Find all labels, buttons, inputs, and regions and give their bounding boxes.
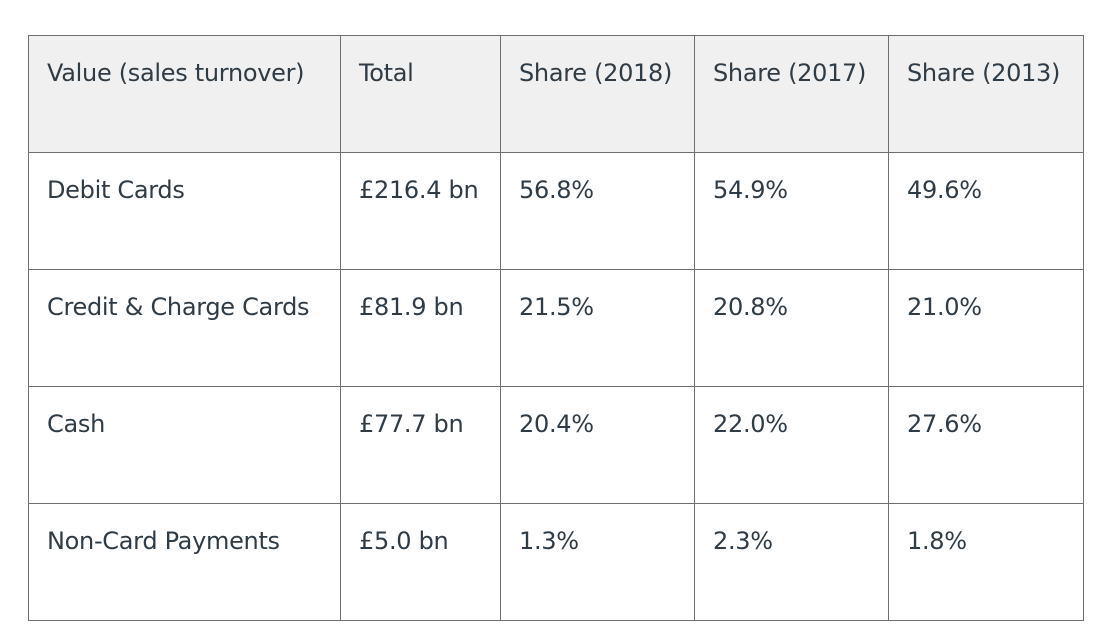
payments-share-table: Value (sales turnover) Total Share (2018…	[28, 35, 1084, 621]
table-cell: £5.0 bn	[340, 503, 501, 621]
table-cell: 54.9%	[694, 152, 889, 270]
table-row: Cash £77.7 bn 20.4% 22.0% 27.6%	[28, 386, 1084, 504]
table-cell: 2.3%	[694, 503, 889, 621]
table-cell: 20.8%	[694, 269, 889, 387]
column-header: Value (sales turnover)	[28, 35, 341, 153]
table-cell: Cash	[28, 386, 341, 504]
table-cell: £216.4 bn	[340, 152, 501, 270]
payments-table-container: Value (sales turnover) Total Share (2018…	[28, 35, 1084, 621]
table-cell: 1.8%	[888, 503, 1084, 621]
column-header: Share (2018)	[500, 35, 695, 153]
column-header: Total	[340, 35, 501, 153]
table-header: Value (sales turnover) Total Share (2018…	[28, 35, 1084, 153]
table-cell: 1.3%	[500, 503, 695, 621]
header-row: Value (sales turnover) Total Share (2018…	[28, 35, 1084, 153]
table-row: Non-Card Payments £5.0 bn 1.3% 2.3% 1.8%	[28, 503, 1084, 621]
table-cell: Credit & Charge Cards	[28, 269, 341, 387]
table-cell: Debit Cards	[28, 152, 341, 270]
column-header: Share (2013)	[888, 35, 1084, 153]
table-cell: Non-Card Payments	[28, 503, 341, 621]
table-cell: 22.0%	[694, 386, 889, 504]
table-row: Debit Cards £216.4 bn 56.8% 54.9% 49.6%	[28, 152, 1084, 270]
table-cell: 20.4%	[500, 386, 695, 504]
table-cell: 56.8%	[500, 152, 695, 270]
table-cell: 21.5%	[500, 269, 695, 387]
table-cell: 21.0%	[888, 269, 1084, 387]
table-row: Credit & Charge Cards £81.9 bn 21.5% 20.…	[28, 269, 1084, 387]
table-body: Debit Cards £216.4 bn 56.8% 54.9% 49.6% …	[28, 152, 1084, 621]
column-header: Share (2017)	[694, 35, 889, 153]
table-cell: 27.6%	[888, 386, 1084, 504]
table-cell: 49.6%	[888, 152, 1084, 270]
table-cell: £77.7 bn	[340, 386, 501, 504]
table-cell: £81.9 bn	[340, 269, 501, 387]
